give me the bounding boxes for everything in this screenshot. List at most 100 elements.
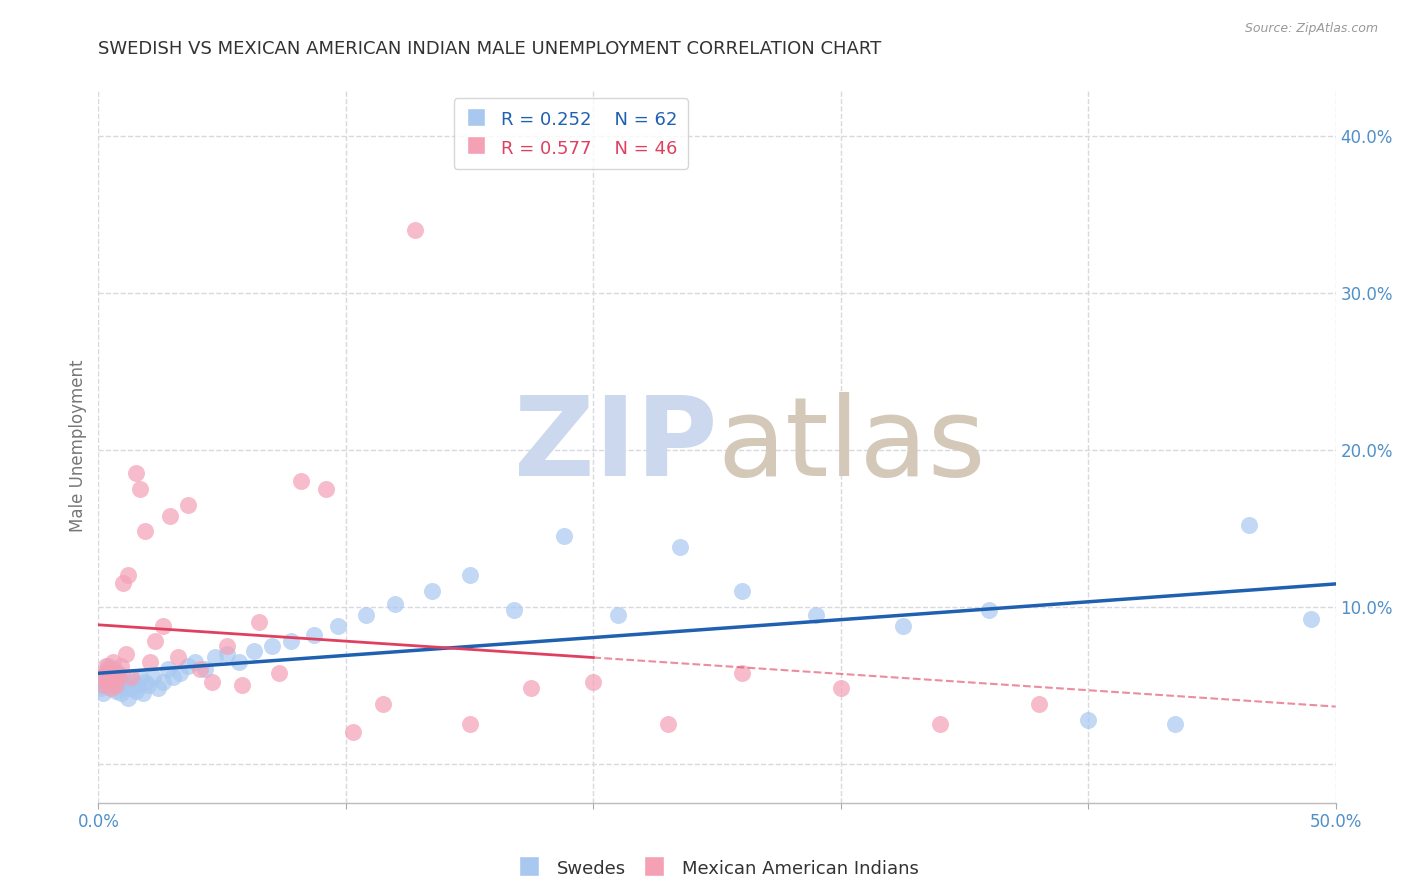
Point — [260, 639, 283, 653]
Point — [110, 659, 132, 673]
Point — [107, 678, 129, 692]
Point — [243, 643, 266, 657]
Point — [142, 670, 165, 684]
Point — [127, 678, 149, 692]
Point — [290, 475, 312, 489]
Point — [152, 618, 174, 632]
Point — [97, 675, 120, 690]
Point — [124, 467, 146, 481]
Point — [204, 649, 226, 664]
Point — [112, 670, 135, 684]
Point — [94, 659, 117, 673]
Point — [100, 681, 122, 696]
Point — [669, 540, 692, 554]
Point — [342, 725, 364, 739]
Point — [231, 678, 253, 692]
Point — [129, 482, 152, 496]
Text: SWEDISH VS MEXICAN AMERICAN INDIAN MALE UNEMPLOYMENT CORRELATION CHART: SWEDISH VS MEXICAN AMERICAN INDIAN MALE … — [98, 40, 882, 58]
Point — [134, 524, 156, 539]
Point — [1077, 713, 1099, 727]
Point — [104, 665, 127, 680]
Point — [134, 675, 156, 690]
Point — [117, 568, 139, 582]
Point — [607, 607, 630, 622]
Point — [979, 603, 1001, 617]
Point — [129, 670, 152, 684]
Point — [217, 647, 239, 661]
Point — [169, 665, 191, 680]
Point — [143, 634, 166, 648]
Point — [1164, 717, 1187, 731]
Point — [188, 663, 211, 677]
Point — [553, 529, 575, 543]
Point — [354, 607, 377, 622]
Point — [97, 659, 120, 673]
Point — [112, 681, 135, 696]
Point — [520, 681, 543, 696]
Point — [139, 655, 162, 669]
Point — [176, 498, 198, 512]
Point — [114, 678, 136, 692]
Point — [132, 686, 155, 700]
Point — [103, 655, 125, 669]
Point — [90, 681, 112, 696]
Point — [582, 675, 605, 690]
Point — [302, 628, 325, 642]
Point — [100, 667, 122, 681]
Point — [162, 670, 184, 684]
Point — [94, 678, 117, 692]
Point — [228, 655, 250, 669]
Point — [103, 663, 125, 677]
Point — [371, 697, 394, 711]
Point — [97, 663, 120, 677]
Point — [114, 647, 136, 661]
Point — [928, 717, 950, 731]
Point — [136, 678, 159, 692]
Point — [146, 681, 169, 696]
Point — [103, 675, 125, 690]
Point — [384, 597, 406, 611]
Point — [328, 618, 350, 632]
Point — [458, 717, 481, 731]
Point — [100, 681, 122, 696]
Point — [120, 681, 142, 696]
Point — [1237, 518, 1260, 533]
Point — [184, 655, 207, 669]
Point — [100, 667, 122, 681]
Point — [1028, 697, 1050, 711]
Point — [110, 686, 132, 700]
Point — [104, 670, 127, 684]
Point — [94, 665, 117, 680]
Point — [93, 686, 115, 700]
Point — [657, 717, 679, 731]
Point — [97, 670, 120, 684]
Legend: Swedes, Mexican American Indians: Swedes, Mexican American Indians — [508, 850, 927, 887]
Point — [280, 634, 302, 648]
Point — [104, 684, 127, 698]
Point — [117, 690, 139, 705]
Text: atlas: atlas — [717, 392, 986, 500]
Point — [112, 576, 135, 591]
Point — [176, 659, 198, 673]
Point — [194, 663, 217, 677]
Point — [217, 639, 239, 653]
Point — [124, 684, 146, 698]
Point — [166, 649, 188, 664]
Point — [103, 670, 125, 684]
Point — [404, 223, 426, 237]
Point — [110, 675, 132, 690]
Point — [247, 615, 270, 630]
Point — [156, 663, 179, 677]
Text: Source: ZipAtlas.com: Source: ZipAtlas.com — [1244, 22, 1378, 36]
Point — [120, 670, 142, 684]
Point — [93, 678, 115, 692]
Point — [731, 665, 754, 680]
Point — [315, 482, 337, 496]
Point — [830, 681, 852, 696]
Text: ZIP: ZIP — [513, 392, 717, 500]
Point — [159, 508, 181, 523]
Point — [422, 584, 444, 599]
Point — [458, 568, 481, 582]
Point — [93, 675, 115, 690]
Y-axis label: Male Unemployment: Male Unemployment — [69, 359, 87, 533]
